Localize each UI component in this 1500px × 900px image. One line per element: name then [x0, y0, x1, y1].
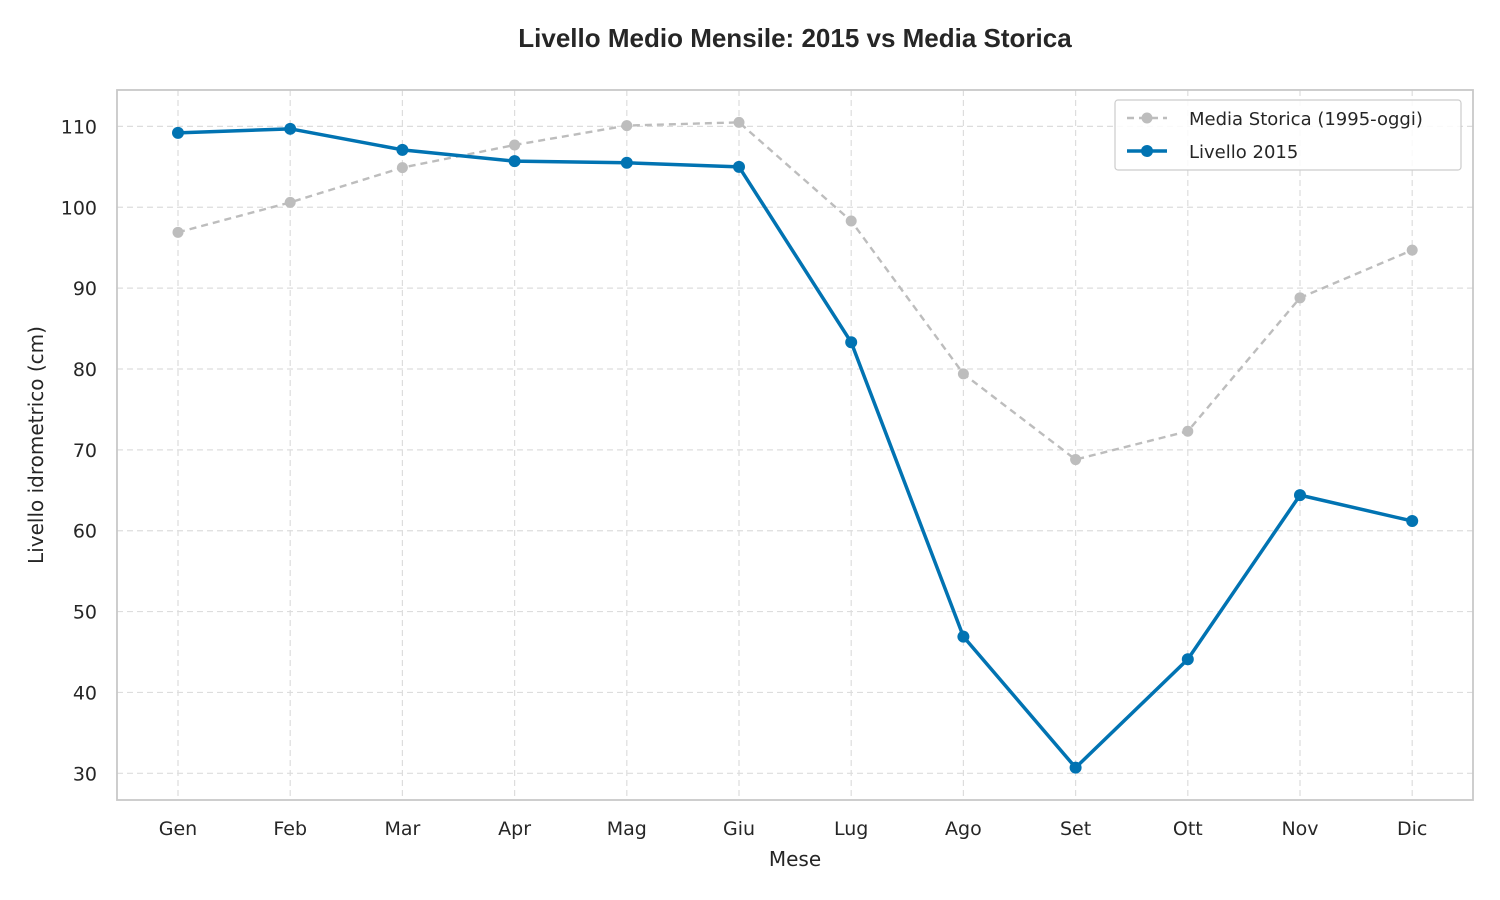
data-point-livello-2015: [845, 336, 858, 349]
x-tick-label: Nov: [1281, 818, 1318, 840]
grid: [117, 90, 1473, 800]
series-line-media-storica: [177, 121, 1413, 461]
y-tick-label: 100: [61, 197, 97, 219]
data-point-livello-2015: [396, 143, 409, 156]
x-tick-label: Apr: [498, 818, 531, 840]
y-tick-label: 30: [73, 763, 97, 785]
data-point-media-storica: [1406, 244, 1418, 256]
y-tick-label: 80: [73, 359, 97, 381]
legend-marker-livello-2015: [1141, 145, 1153, 157]
data-point-livello-2015: [508, 155, 521, 168]
y-tick-label: 90: [73, 278, 97, 300]
data-point-media-storica: [621, 120, 633, 132]
y-tick-label: 50: [73, 602, 97, 624]
y-axis-label: Livello idrometrico (cm): [24, 326, 48, 564]
x-tick-label: Ago: [945, 818, 982, 840]
x-axis-ticks: Gen Feb Mar Apr Mag Giu Lug Ago Set Ott Nov Dic: [159, 818, 1428, 840]
data-point-media-storica: [733, 116, 745, 128]
legend-box: [1114, 99, 1462, 171]
data-point-media-storica: [957, 368, 969, 380]
data-point-media-storica: [1182, 425, 1194, 437]
data-point-livello-2015: [172, 126, 184, 139]
x-tick-label: Ott: [1173, 818, 1203, 840]
data-point-media-storica: [1070, 454, 1082, 466]
y-tick-label: 110: [61, 116, 97, 138]
legend-label-media-storica: Media Storica (1995-oggi): [1189, 109, 1423, 130]
x-tick-label: Set: [1060, 818, 1091, 840]
data-point-media-storica: [284, 196, 296, 208]
legend-marker-media-storica: [1141, 112, 1153, 124]
data-point-livello-2015: [733, 160, 745, 173]
data-point-media-storica: [172, 226, 184, 238]
y-tick-label: 70: [73, 440, 97, 462]
data-point-livello-2015: [957, 630, 970, 643]
legend: Media Storica (1995-oggi) Livello 2015: [1114, 99, 1462, 171]
x-tick-label: Giu: [723, 818, 755, 840]
x-tick-label: Feb: [273, 818, 307, 840]
data-point-livello-2015: [1406, 515, 1419, 528]
data-point-livello-2015: [1069, 761, 1082, 774]
y-axis-ticks: 30 40 50 60 70 80 90 100 110: [61, 116, 97, 785]
data-point-media-storica: [509, 139, 521, 151]
legend-label-livello-2015: Livello 2015: [1189, 142, 1298, 163]
x-tick-label: Gen: [159, 818, 197, 840]
data-point-livello-2015: [1294, 489, 1306, 502]
x-tick-label: Lug: [834, 818, 868, 840]
data-point-media-storica: [845, 215, 857, 227]
y-tick-label: 60: [73, 521, 97, 543]
x-tick-label: Dic: [1397, 818, 1427, 840]
y-tick-label: 40: [73, 682, 97, 704]
data-point-livello-2015: [284, 122, 297, 135]
x-tick-label: Mar: [384, 818, 420, 840]
data-point-media-storica: [1294, 292, 1306, 304]
series-line-livello-2015: [177, 127, 1413, 770]
plot-frame: [116, 89, 1474, 801]
x-axis-label: Mese: [769, 847, 821, 871]
x-tick-label: Mag: [607, 818, 647, 840]
data-point-livello-2015: [620, 156, 633, 169]
chart-title: Livello Medio Mensile: 2015 vs Media Sto…: [518, 23, 1072, 53]
data-point-livello-2015: [1181, 653, 1194, 666]
series-layer: [172, 116, 1419, 774]
data-point-media-storica: [396, 162, 408, 174]
